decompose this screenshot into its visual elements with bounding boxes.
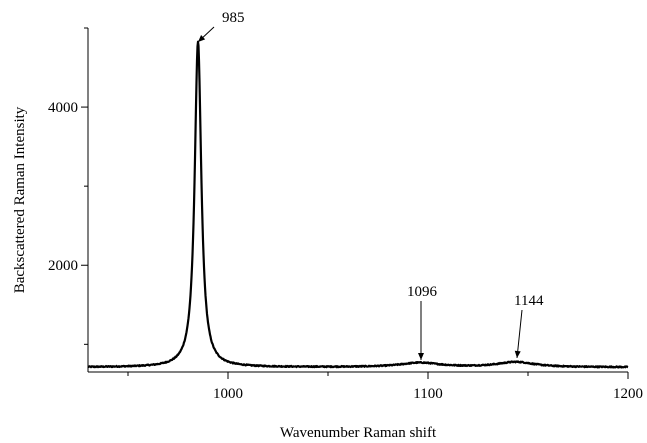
- x-tick-label-1000: 1000: [213, 386, 243, 402]
- peak-arrowhead-1096: [418, 353, 424, 360]
- y-tick-label-2000: 2000: [48, 258, 78, 274]
- peak-label-1096: 1096: [407, 284, 438, 300]
- y-tick-label-4000: 4000: [48, 100, 78, 116]
- peak-arrowhead-1144: [514, 350, 521, 358]
- x-axis-title: Wavenumber Raman shift: [280, 425, 437, 441]
- x-tick-label-1200: 1200: [613, 386, 643, 402]
- tick-labels: 1000 1100 1200 2000 4000: [48, 100, 643, 402]
- spectrum-line: [87, 40, 629, 369]
- peak-arrowhead-985: [198, 35, 206, 42]
- x-tick-label-1100: 1100: [413, 386, 442, 402]
- peak-label-1144: 1144: [514, 293, 544, 309]
- y-axis-title: Backscattered Raman Intensity: [12, 106, 28, 293]
- ticks: [81, 27, 629, 379]
- peak-arrow-1144: [516, 309, 523, 359]
- peak-label-985: 985: [222, 10, 245, 26]
- peak-annotations: 985 1096 1144: [197, 10, 544, 360]
- axes: [87, 28, 628, 373]
